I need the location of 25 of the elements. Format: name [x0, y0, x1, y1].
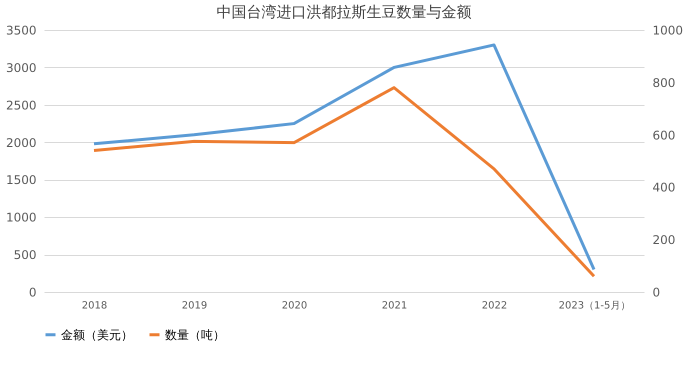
y-tick-label: 500: [14, 248, 36, 262]
x-tick-label: 2020: [282, 300, 308, 312]
y-tick-label: 0: [28, 286, 36, 300]
line-series: [92, 43, 596, 272]
x-tick-label: 2018: [82, 300, 108, 312]
chart-title: 中国台湾进口洪都拉斯生豆数量与金额: [216, 3, 472, 21]
legend-label: 金额（美元）: [61, 328, 133, 342]
y2-tick-label: 400: [652, 180, 676, 195]
y-tick-label: 2000: [6, 136, 36, 150]
y2-tick-label: 200: [652, 233, 676, 248]
y2-tick-label: 0: [652, 286, 660, 300]
line-series: [92, 86, 596, 278]
legend-label: 数量（吨）: [165, 328, 225, 342]
y-tick-label: 3500: [6, 24, 36, 38]
x-tick-label: 2019: [182, 300, 208, 312]
y-tick-label: 1500: [6, 173, 36, 188]
y-tick-label: 3000: [6, 60, 36, 75]
y-tick-label: 2500: [6, 98, 36, 112]
y2-tick-label: 800: [652, 76, 676, 90]
x-tick-label: 2022: [482, 300, 508, 312]
x-tick-label: 2021: [382, 300, 408, 312]
x-tick-label: 2023（1-5月）: [558, 300, 630, 312]
y2-tick-label: 1000: [652, 24, 684, 38]
y2-tick-label: 600: [652, 128, 676, 142]
y-tick-label: 1000: [6, 210, 36, 225]
